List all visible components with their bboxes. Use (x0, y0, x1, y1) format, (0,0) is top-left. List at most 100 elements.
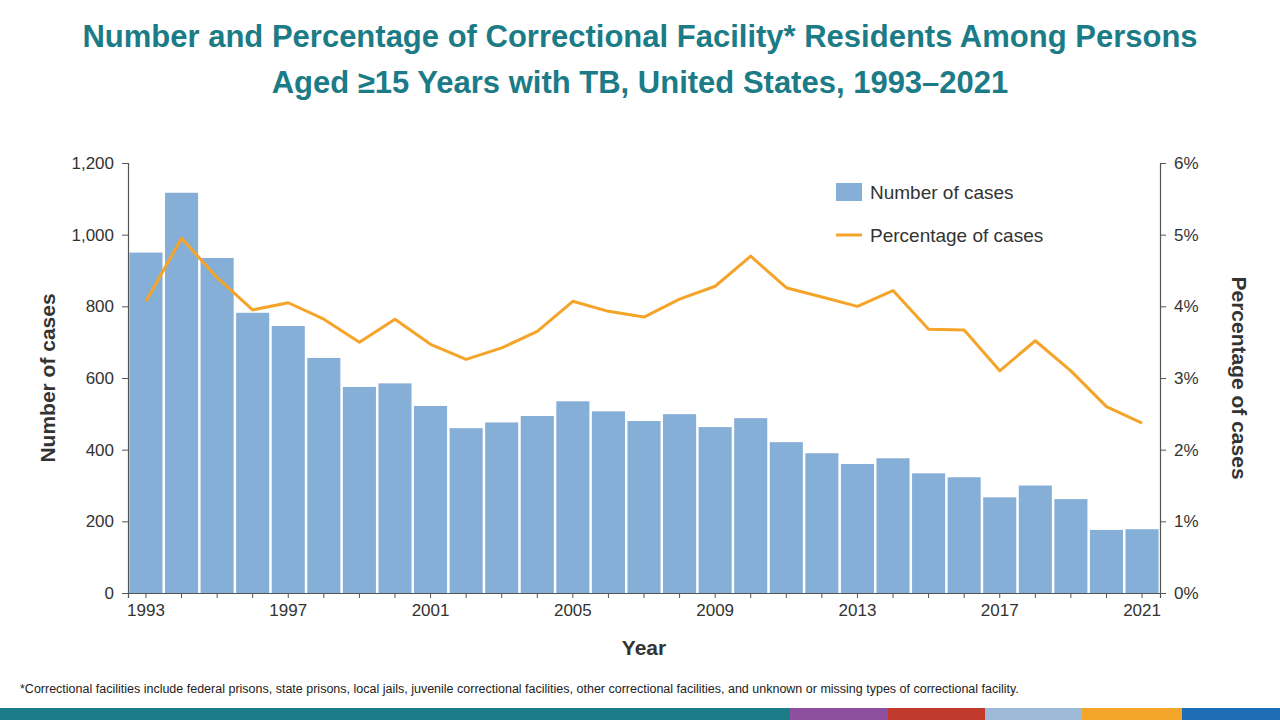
tick: 4% (1160, 297, 1199, 316)
tick-mark (252, 593, 253, 598)
axis-line (122, 164, 129, 594)
tick-mark (821, 593, 822, 598)
bar (201, 258, 234, 593)
tick (608, 593, 609, 598)
tick: 600 (86, 369, 128, 388)
axis-line (1161, 164, 1167, 594)
bar (734, 418, 767, 593)
tick (359, 593, 360, 598)
bar (378, 383, 411, 593)
bar-series (129, 193, 1158, 593)
tick: 1% (1160, 512, 1199, 531)
legend-label: Number of cases (870, 182, 1014, 203)
tick-mark (1160, 450, 1166, 451)
bar (805, 453, 838, 593)
tick: 2% (1160, 441, 1199, 460)
tick-label: 4% (1174, 297, 1199, 316)
bar (450, 428, 483, 593)
tick: 6% (1160, 154, 1199, 173)
tick-mark (122, 306, 128, 307)
tick-label: 5% (1174, 226, 1199, 245)
tick (750, 593, 751, 598)
tick-mark (1160, 163, 1166, 164)
tick-label: 400 (86, 441, 114, 460)
tick-label: 2017 (981, 601, 1019, 620)
tick-label: 1,200 (71, 154, 114, 173)
tick-mark (715, 593, 716, 598)
legend-label: Percentage of cases (870, 225, 1043, 246)
tick-mark (359, 593, 360, 598)
bar (414, 406, 447, 593)
tick-mark (1160, 378, 1166, 379)
tick-label: 6% (1174, 154, 1199, 173)
tick-label: 1997 (269, 601, 307, 620)
tick-label: 3% (1174, 369, 1199, 388)
tick-mark (1035, 593, 1036, 598)
tick-mark (323, 593, 324, 598)
tick-label: 2001 (412, 601, 450, 620)
tick-mark (501, 593, 502, 598)
bar (1054, 499, 1087, 593)
tick-mark (1160, 521, 1166, 522)
legend: Number of cases Percentage of cases (836, 182, 1043, 246)
tick: 2001 (412, 593, 450, 620)
bar (1090, 530, 1123, 593)
y-axis: 02004006008001,0001,200 (71, 154, 128, 603)
bar (876, 458, 909, 593)
decor-stripe (790, 708, 888, 720)
tick-mark (122, 378, 128, 379)
decor-stripe (1082, 708, 1182, 720)
tick (501, 593, 502, 598)
tick (323, 593, 324, 598)
tick: 200 (86, 512, 128, 531)
tick-mark (394, 593, 395, 598)
tick-mark (430, 593, 431, 598)
tick-mark (964, 593, 965, 598)
tick (821, 593, 822, 598)
bar (521, 416, 554, 593)
tick (679, 593, 680, 598)
tick: 1993 (127, 593, 165, 620)
bar (699, 427, 732, 593)
legend-swatch (836, 234, 862, 237)
bar (983, 497, 1016, 593)
tick (466, 593, 467, 598)
tick: 1,000 (71, 226, 128, 245)
tick-mark (857, 593, 858, 598)
tick-mark (1106, 593, 1107, 598)
tick (394, 593, 395, 598)
tick-label: 2005 (554, 601, 592, 620)
bar (343, 387, 376, 593)
tick-mark (608, 593, 609, 598)
tick-label: 800 (86, 297, 114, 316)
tick (252, 593, 253, 598)
footnote: *Correctional facilities include federal… (20, 682, 1270, 696)
bar (556, 401, 589, 593)
legend-swatch (836, 183, 862, 201)
tick-mark (122, 521, 128, 522)
bar (627, 421, 660, 593)
tick-label: 2021 (1123, 601, 1161, 620)
x-axis: 19931997200120052009201320172021 (127, 593, 1161, 620)
tick: 0% (1160, 584, 1199, 603)
tick-mark (1160, 235, 1166, 236)
tick (217, 593, 218, 598)
tick-mark (1142, 593, 1143, 598)
chart-title: Number and Percentage of Correctional Fa… (40, 14, 1240, 106)
tick-mark (537, 593, 538, 598)
tick-label: 1% (1174, 512, 1199, 531)
y2-axis-title: Percentage of cases (1228, 276, 1251, 479)
tick (1106, 593, 1107, 598)
tick-mark (217, 593, 218, 598)
tick: 2013 (839, 593, 877, 620)
tick (1035, 593, 1036, 598)
tick (964, 593, 965, 598)
decor-stripe (888, 708, 985, 720)
y2-axis: 0% 1% 2% 3% 4% 5% 6% (1160, 154, 1199, 603)
tick-mark (928, 593, 929, 598)
plot-area (129, 193, 1158, 593)
tick-mark (288, 593, 289, 598)
bar (663, 414, 696, 593)
bar (1125, 529, 1158, 593)
tick-mark (893, 593, 894, 598)
